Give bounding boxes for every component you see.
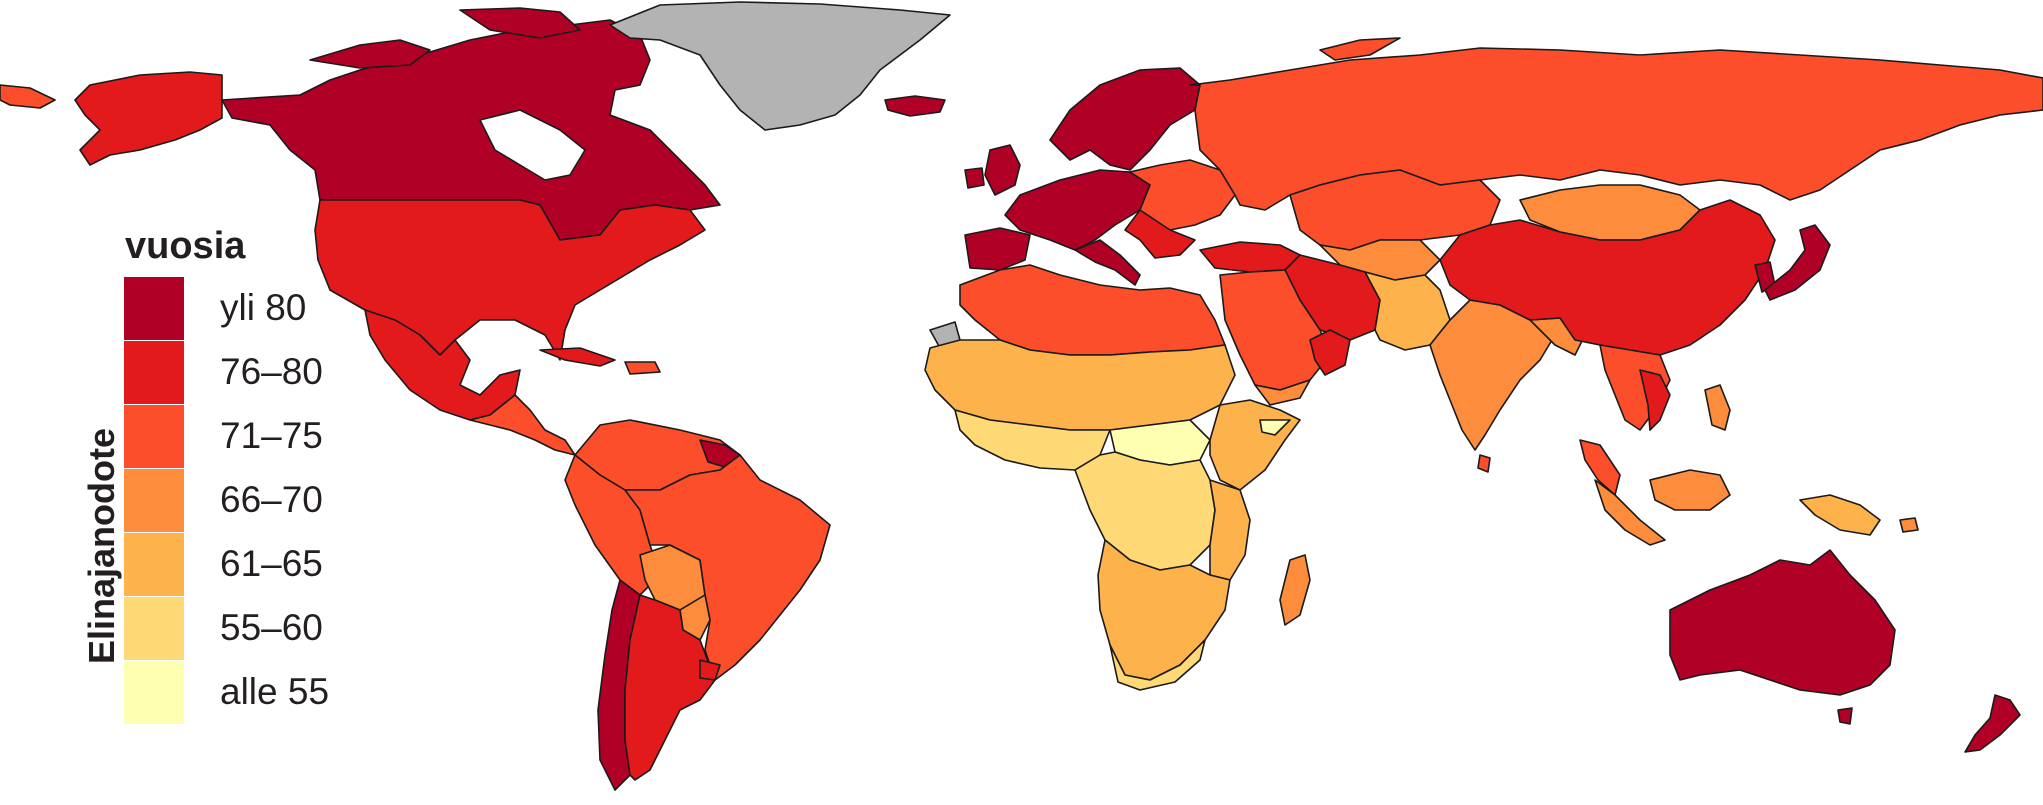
region-horn-of-africa [1209,399,1301,491]
region-ireland [964,167,985,189]
region-greenland [609,1,951,131]
region-italy-balkans [1074,239,1141,286]
legend-label: 66–70 [220,479,323,520]
region-mexico [364,309,521,421]
region-iceland [884,95,946,117]
region-china [1439,199,1776,356]
region-yemen [1254,379,1311,406]
region-south-africa [1109,639,1206,691]
region-oman-uae [1309,329,1351,376]
legend-label: 71–75 [220,415,323,456]
region-cuba [539,347,616,367]
region-argentina [624,594,716,781]
region-turkey [1199,241,1301,273]
region-arctic-islands-2 [459,7,581,39]
legend-swatch [124,661,184,724]
region-alaska [74,71,223,166]
legend-swatch [124,469,184,532]
region-congo-basin [1074,451,1216,571]
region-iberia [964,227,1031,271]
region-western-europe [1004,169,1151,251]
region-borneo [1649,469,1731,511]
region-uk [984,144,1021,196]
region-new-zealand [1964,694,2021,753]
legend-swatch [124,597,184,660]
region-hispaniola [624,361,661,375]
region-central-america [469,394,576,456]
legend-label: 76–80 [220,351,323,392]
region-hudson-bay [479,109,586,181]
region-australia [1669,549,1896,696]
region-somalia [1259,419,1291,436]
region-pacific-islands [1899,517,1919,533]
region-chukotka [0,84,56,109]
map-legend: vuosia Elinajanodote yli 80 76–80 71–75 … [80,225,410,745]
region-arctic-islands [309,39,431,69]
region-madagascar [1279,554,1311,626]
legend-axis-label: Elinajanodote [81,427,122,665]
legend-title: vuosia [125,225,246,267]
legend-label: 55–60 [220,607,323,648]
region-philippines [1704,384,1731,431]
region-brazil [624,454,831,681]
region-southeast-europe [1124,209,1196,259]
region-russia [1189,47,2043,211]
region-uruguay [699,659,721,681]
legend-label: yli 80 [220,287,307,328]
region-sri-lanka [1477,454,1491,473]
region-new-guinea [1799,494,1881,536]
region-eastern-europe [1129,159,1236,236]
region-japan [1764,224,1831,301]
region-sumatra [1594,479,1666,546]
legend-swatch [124,533,184,596]
region-east-africa [1209,479,1251,581]
region-tasmania [1837,707,1853,725]
region-vietnam [1639,369,1671,431]
legend-label: 61–65 [220,543,323,584]
legend-swatch [124,341,184,404]
region-novaya-zemlya [1319,37,1401,61]
legend-swatch [124,277,184,340]
legend-swatch [124,405,184,468]
legend-label: alle 55 [220,671,330,712]
region-scandinavia [1049,67,1201,171]
